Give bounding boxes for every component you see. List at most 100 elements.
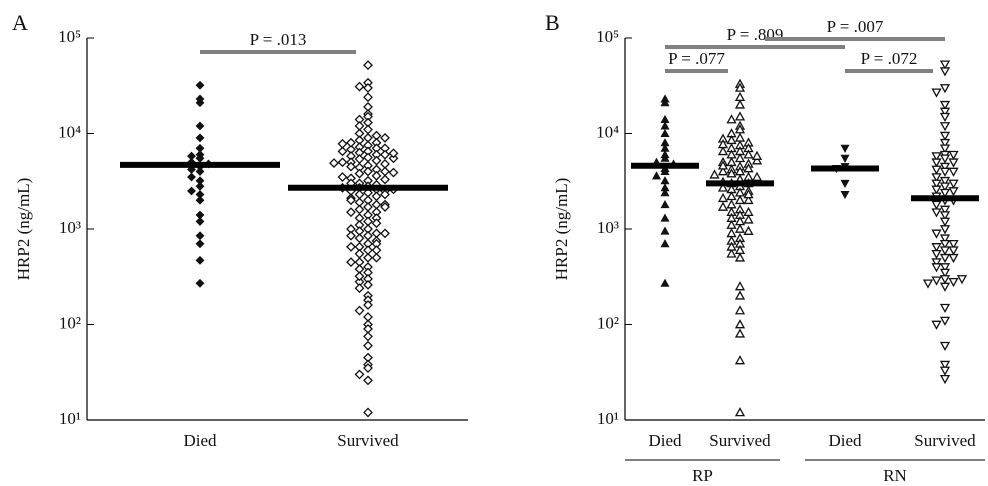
data-point bbox=[939, 211, 951, 221]
data-point bbox=[346, 137, 356, 148]
data-point bbox=[363, 407, 373, 418]
data-point bbox=[726, 168, 737, 178]
data-point bbox=[354, 168, 365, 179]
data-point bbox=[726, 199, 737, 209]
data-point bbox=[931, 263, 942, 273]
data-point bbox=[734, 152, 746, 163]
data-point bbox=[743, 149, 754, 159]
data-point bbox=[931, 208, 942, 218]
p-value: P = .077 bbox=[668, 49, 725, 68]
p-value: P = .013 bbox=[250, 30, 307, 49]
data-point bbox=[939, 341, 951, 352]
data-point bbox=[660, 200, 670, 209]
data-point bbox=[354, 271, 365, 282]
data-point bbox=[346, 257, 356, 268]
data-point bbox=[726, 190, 737, 201]
y-tick-label: 10¹ bbox=[59, 409, 81, 428]
data-point bbox=[939, 144, 951, 154]
data-point bbox=[734, 290, 746, 300]
data-point bbox=[660, 239, 670, 248]
data-point bbox=[939, 182, 951, 192]
group-label: RP bbox=[692, 466, 713, 485]
data-point bbox=[660, 213, 670, 222]
y-tick-label: 10⁵ bbox=[596, 27, 619, 46]
y-tick-label: 10³ bbox=[59, 218, 81, 237]
data-point bbox=[939, 154, 951, 164]
data-point bbox=[195, 133, 205, 143]
data-point bbox=[709, 169, 720, 179]
data-point bbox=[948, 187, 959, 197]
data-point bbox=[660, 153, 670, 162]
data-point bbox=[380, 228, 390, 239]
data-point bbox=[939, 107, 951, 117]
data-point bbox=[939, 100, 951, 111]
data-point bbox=[363, 279, 373, 290]
data-point bbox=[195, 80, 205, 90]
data-point bbox=[660, 128, 670, 137]
data-point bbox=[922, 279, 934, 289]
data-point bbox=[354, 81, 365, 92]
data-point bbox=[931, 152, 942, 162]
data-point bbox=[337, 172, 348, 182]
y-tick-label: 10⁵ bbox=[58, 27, 81, 46]
data-point bbox=[363, 375, 373, 386]
data-point bbox=[371, 191, 382, 202]
data-point bbox=[939, 268, 951, 278]
y-tick-label: 10⁴ bbox=[58, 122, 81, 141]
data-point bbox=[354, 154, 365, 164]
data-point bbox=[751, 171, 763, 181]
data-point bbox=[346, 241, 356, 252]
data-point bbox=[743, 214, 754, 224]
data-point bbox=[371, 170, 382, 181]
panel-label: B bbox=[545, 10, 560, 35]
data-point bbox=[939, 67, 951, 77]
data-point bbox=[939, 167, 951, 177]
x-tick-label: Died bbox=[648, 431, 682, 450]
data-point bbox=[939, 253, 951, 264]
data-point bbox=[939, 282, 951, 292]
data-point bbox=[939, 360, 951, 370]
data-point bbox=[354, 369, 365, 380]
data-point bbox=[939, 217, 951, 227]
data-point bbox=[717, 166, 729, 176]
data-point bbox=[734, 281, 746, 291]
data-point bbox=[743, 189, 754, 199]
data-point bbox=[363, 300, 373, 310]
data-point bbox=[956, 275, 968, 285]
data-point bbox=[363, 152, 373, 163]
data-point bbox=[337, 157, 348, 168]
data-point bbox=[388, 148, 399, 159]
data-point bbox=[931, 158, 942, 168]
data-point bbox=[717, 182, 729, 192]
data-point bbox=[363, 83, 373, 93]
x-tick-label: Survived bbox=[709, 431, 771, 450]
data-point bbox=[717, 139, 729, 149]
data-point bbox=[354, 189, 365, 200]
data-point bbox=[931, 276, 942, 286]
data-point bbox=[939, 162, 951, 172]
data-point bbox=[931, 229, 942, 239]
data-point bbox=[388, 167, 399, 178]
data-point bbox=[380, 149, 390, 160]
data-point bbox=[939, 275, 951, 285]
data-point bbox=[734, 319, 746, 329]
data-point bbox=[717, 160, 729, 170]
data-point bbox=[346, 207, 356, 218]
data-point bbox=[354, 283, 365, 294]
data-point bbox=[939, 316, 951, 326]
data-point bbox=[726, 212, 737, 222]
data-point bbox=[371, 155, 382, 166]
data-point bbox=[187, 186, 196, 196]
group-label: RN bbox=[883, 466, 907, 485]
data-point bbox=[726, 114, 737, 124]
data-point bbox=[363, 202, 373, 212]
data-point bbox=[939, 205, 951, 215]
x-tick-label: Died bbox=[183, 431, 217, 450]
data-point bbox=[651, 171, 662, 180]
data-point bbox=[931, 185, 942, 195]
data-point bbox=[734, 82, 746, 92]
data-point bbox=[717, 192, 729, 203]
data-point bbox=[195, 255, 205, 265]
data-point bbox=[743, 163, 754, 173]
y-axis-label: HRP2 (ng/mL) bbox=[14, 178, 33, 280]
